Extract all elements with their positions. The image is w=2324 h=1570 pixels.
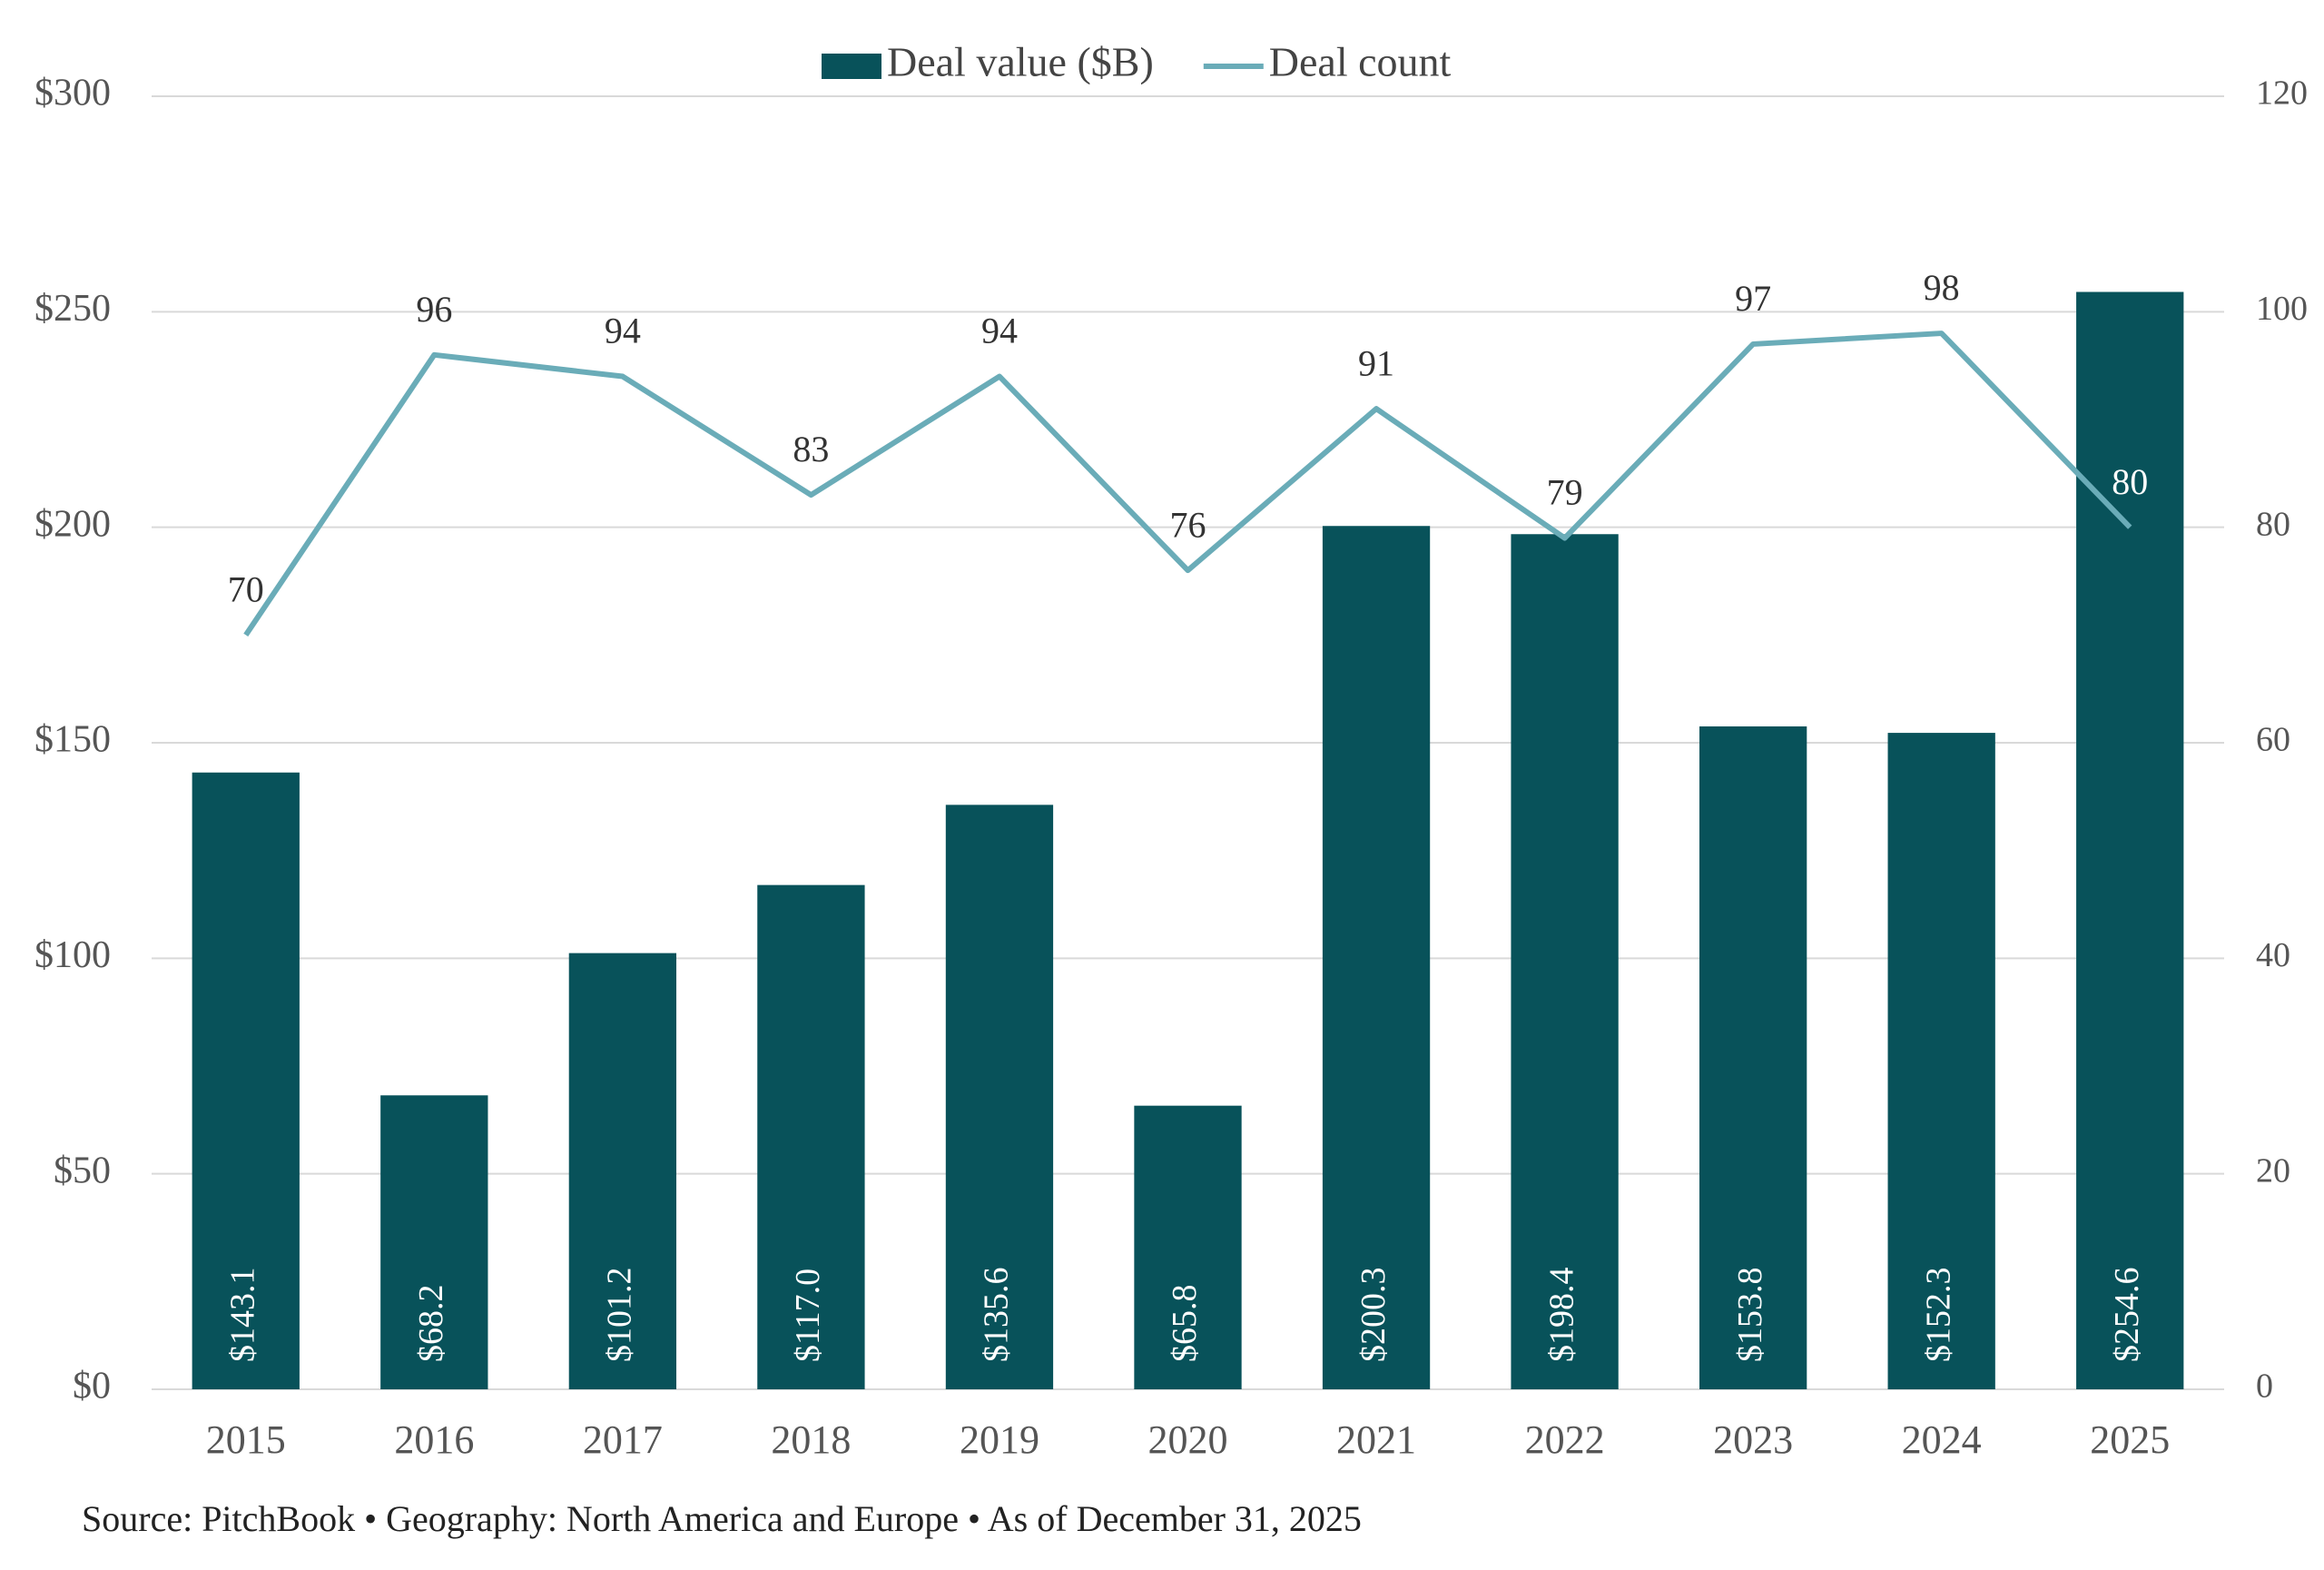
bar-value-label: $117.0 xyxy=(789,1269,827,1362)
bar xyxy=(1887,733,1995,1389)
bar xyxy=(380,1095,488,1389)
y-tick-label: $0 xyxy=(73,1366,111,1407)
line-value-label: 70 xyxy=(228,569,264,610)
x-tick-label: 2018 xyxy=(771,1417,851,1462)
y2-tick-label: 60 xyxy=(2256,721,2290,759)
source-note: Source: PitchBook • Geography: North Ame… xyxy=(82,1498,1362,1539)
x-tick-label: 2016 xyxy=(394,1417,474,1462)
bar-value-label: $198.4 xyxy=(1542,1268,1581,1363)
y2-tick-label: 120 xyxy=(2256,74,2308,113)
bar xyxy=(1322,526,1431,1389)
x-tick-label: 2024 xyxy=(1902,1417,1982,1462)
x-tick-label: 2020 xyxy=(1148,1417,1228,1462)
x-tick-label: 2019 xyxy=(960,1417,1039,1462)
y-tick-label: $300 xyxy=(34,73,111,114)
bar-value-label: $101.2 xyxy=(601,1268,639,1363)
line-value-label: 98 xyxy=(1924,267,1960,308)
bar xyxy=(1134,1105,1242,1389)
bar xyxy=(568,953,677,1389)
y2-tick-label: 100 xyxy=(2256,290,2308,328)
line-value-label: 76 xyxy=(1170,504,1206,545)
y2-tick-label: 40 xyxy=(2256,936,2290,974)
bar-value-label: $254.6 xyxy=(2108,1268,2146,1363)
bar-value-label: $153.8 xyxy=(1731,1268,1769,1363)
y-tick-label: $200 xyxy=(34,503,111,545)
bar xyxy=(757,884,865,1389)
x-tick-label: 2022 xyxy=(1525,1417,1605,1462)
bar-value-label: $68.2 xyxy=(412,1285,450,1363)
y2-tick-label: 80 xyxy=(2256,505,2290,543)
y-tick-label: $150 xyxy=(34,719,111,761)
line xyxy=(243,331,2132,637)
y2-tick-label: 0 xyxy=(2256,1368,2273,1406)
bar-value-label: $143.1 xyxy=(223,1268,261,1363)
line-value-label: 97 xyxy=(1735,278,1771,319)
y2-tick-label: 20 xyxy=(2256,1151,2290,1190)
legend-swatch xyxy=(822,54,881,79)
legend-label: Deal value ($B) xyxy=(887,39,1154,85)
x-tick-label: 2023 xyxy=(1713,1417,1793,1462)
line-value-label: 96 xyxy=(416,289,452,330)
line-value-label: 79 xyxy=(1547,472,1583,513)
bar xyxy=(1699,726,1807,1389)
bar xyxy=(945,805,1054,1389)
x-tick-label: 2021 xyxy=(1336,1417,1416,1462)
line-value-label: 91 xyxy=(1358,342,1394,383)
bar-value-label: $135.6 xyxy=(978,1268,1016,1363)
y-tick-label: $250 xyxy=(34,288,111,330)
bar xyxy=(2076,291,2184,1389)
y-tick-label: $50 xyxy=(54,1150,111,1191)
x-tick-label: 2015 xyxy=(206,1417,286,1462)
y-tick-label: $100 xyxy=(34,934,111,976)
bar xyxy=(192,772,300,1389)
line-value-label: 83 xyxy=(793,429,829,469)
bar-value-label: $152.3 xyxy=(1919,1268,1957,1363)
line-value-label: 94 xyxy=(605,311,641,351)
x-tick-label: 2025 xyxy=(2090,1417,2170,1462)
line-value-label: 94 xyxy=(981,311,1018,351)
legend-label: Deal count xyxy=(1269,39,1452,85)
bar xyxy=(1511,534,1619,1389)
bar-value-label: $200.3 xyxy=(1354,1268,1393,1363)
bar-value-label: $65.8 xyxy=(1166,1285,1204,1363)
line-value-label: 80 xyxy=(2112,461,2148,502)
x-tick-label: 2017 xyxy=(583,1417,663,1462)
